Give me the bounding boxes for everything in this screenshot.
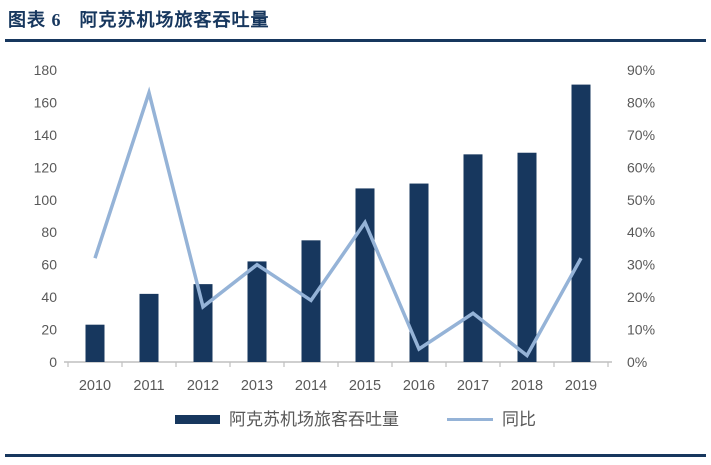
y-axis-left-label: 160 (34, 94, 58, 110)
y-axis-left-label: 80 (41, 224, 57, 240)
x-axis-label-2010: 2010 (79, 378, 111, 394)
y-axis-left-label: 140 (34, 127, 58, 143)
x-axis-label-2014: 2014 (295, 378, 327, 394)
chart-area: 0 20 40 60 80 100 120 140 160 180 0% 10% 20% 30% 40% 50… (0, 52, 711, 408)
y-axis-left-label: 100 (34, 192, 58, 208)
legend-item-throughput: 阿克苏机场旅客吞吐量 (175, 411, 399, 428)
bar-2019 (571, 84, 591, 362)
y-axis-right-label: 60% (627, 159, 655, 175)
figure-title: 阿克苏机场旅客吞吐量 (79, 10, 270, 30)
bar-2011 (139, 293, 159, 362)
y-axis-right-label: 20% (627, 289, 655, 305)
x-axis-label-2016: 2016 (403, 378, 435, 394)
y-axis-right-label: 30% (627, 257, 655, 273)
y-axis-left-label: 60 (41, 257, 57, 273)
bar-2010 (85, 324, 105, 362)
legend-label-yoy: 同比 (502, 410, 536, 429)
x-axis-label-2018: 2018 (511, 378, 543, 394)
y-axis-right-label: 10% (627, 322, 655, 338)
chart-legend: 阿克苏机场旅客吞吐量 同比 (0, 411, 711, 428)
bar-2018 (517, 152, 537, 362)
legend-line-swatch (447, 417, 493, 422)
figure-label: 图表 6 (8, 10, 62, 30)
y-axis-left-label: 120 (34, 159, 58, 175)
combo-chart: 0 20 40 60 80 100 120 140 160 180 0% 10% 20% 30% 40% 50… (34, 62, 655, 394)
x-axis-label-2013: 2013 (241, 378, 273, 394)
legend-item-yoy: 同比 (447, 411, 536, 428)
x-axis-label-2012: 2012 (187, 378, 219, 394)
y-axis-right-label: 90% (627, 62, 655, 78)
x-axis-label-2019: 2019 (565, 378, 597, 394)
y-axis-right-label: 70% (627, 127, 655, 143)
bar-2012 (193, 284, 213, 362)
x-axis-label-2017: 2017 (457, 378, 489, 394)
bar-2015 (355, 188, 375, 362)
title-rule (5, 39, 706, 42)
y-axis-right-label: 80% (627, 94, 655, 110)
y-axis-left-label: 20 (41, 322, 57, 338)
x-axis-label-2015: 2015 (349, 378, 381, 394)
y-axis-right-label: 40% (627, 224, 655, 240)
x-axis-label-2011: 2011 (133, 378, 164, 394)
y-axis-right-label: 50% (627, 192, 655, 208)
bottom-rule (5, 454, 706, 457)
bar-2016 (409, 183, 429, 362)
y-axis-left-label: 40 (41, 289, 57, 305)
yoy-line (93, 86, 583, 359)
legend-label-throughput: 阿克苏机场旅客吞吐量 (229, 410, 399, 429)
y-axis-right-label: 0% (627, 354, 647, 370)
bar-2017 (463, 154, 483, 362)
legend-bar-swatch (175, 415, 220, 424)
figure-header: 图表 6 阿克苏机场旅客吞吐量 (8, 6, 270, 32)
bar-2013 (247, 261, 267, 362)
y-axis-left-label: 180 (34, 62, 58, 78)
y-axis-left-label: 0 (49, 354, 57, 370)
